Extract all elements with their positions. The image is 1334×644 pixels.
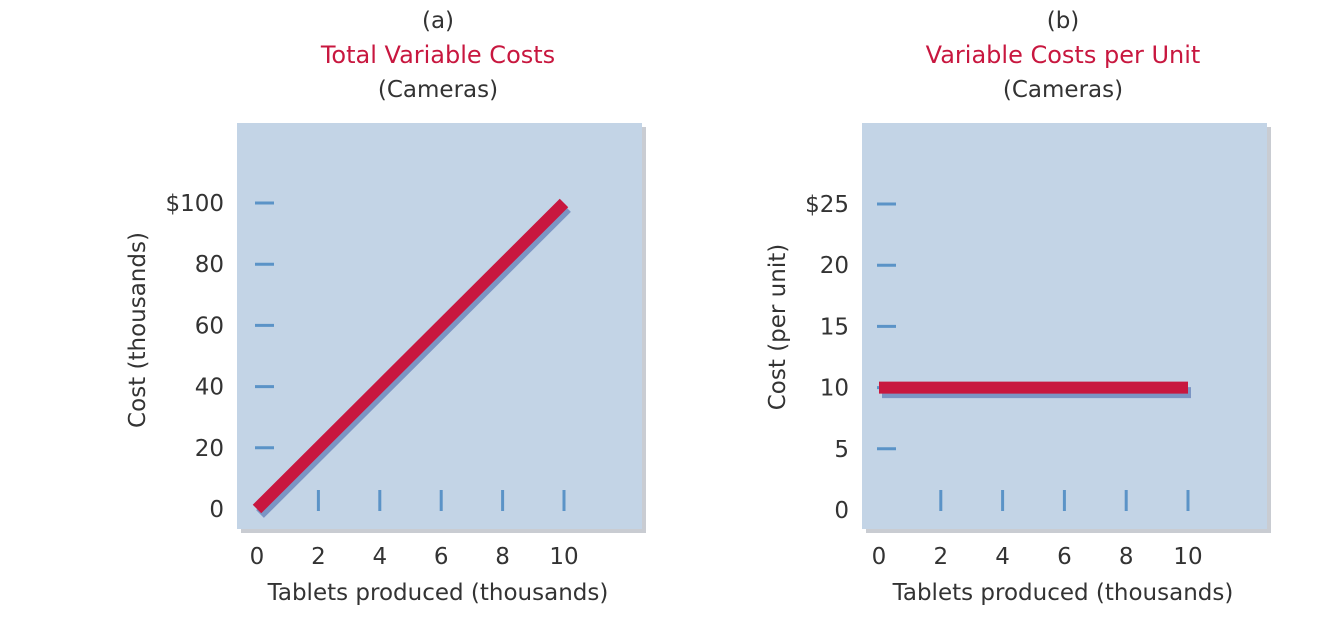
series-line bbox=[252, 198, 569, 514]
x-tick-label: 2 bbox=[933, 544, 948, 570]
y-tick-label: 60 bbox=[195, 313, 224, 339]
x-tick-label: 8 bbox=[495, 544, 510, 570]
x-tick-label: 10 bbox=[549, 544, 578, 570]
x-axis-label: Tablets produced (thousands) bbox=[892, 580, 1234, 606]
x-tick-label: 0 bbox=[872, 544, 887, 570]
y-axis-label: Cost (per unit) bbox=[765, 244, 791, 410]
x-tick-label: 6 bbox=[1057, 544, 1072, 570]
y-axis-label: Cost (thousands) bbox=[125, 232, 151, 428]
chart-panel-2: (b) Variable Costs per Unit (Cameras) 0 5 10 1… bbox=[765, 8, 1271, 606]
y-tick-label: 10 bbox=[820, 376, 849, 402]
y-tick-label: 5 bbox=[834, 437, 849, 463]
plot-area bbox=[862, 123, 1267, 529]
x-tick-label: 4 bbox=[995, 544, 1010, 570]
y-tick-label: $100 bbox=[165, 191, 224, 217]
x-tick-label: 4 bbox=[372, 544, 387, 570]
chart-title: Total Variable Costs bbox=[320, 41, 555, 69]
x-tick-label: 10 bbox=[1173, 544, 1202, 570]
chart-title: Variable Costs per Unit bbox=[926, 41, 1201, 69]
x-axis-label: Tablets produced (thousands) bbox=[267, 580, 609, 606]
y-tick-label: 15 bbox=[820, 314, 849, 340]
chart-panel-1: (a)Total Variable Costs(Cameras)02040608… bbox=[125, 8, 646, 606]
y-tick-label: 40 bbox=[195, 375, 224, 401]
chart-subtitle: (Cameras) bbox=[1003, 77, 1123, 103]
y-tick-label: $25 bbox=[805, 192, 849, 218]
x-tick-label: 0 bbox=[250, 544, 265, 570]
y-tick-label: 80 bbox=[195, 252, 224, 278]
x-tick-label: 6 bbox=[434, 544, 449, 570]
y-tick-label: 20 bbox=[820, 253, 849, 279]
y-tick-label: 0 bbox=[834, 498, 849, 524]
x-tick-label: 2 bbox=[311, 544, 326, 570]
y-tick-label: 20 bbox=[195, 436, 224, 462]
chart-subtitle: (Cameras) bbox=[378, 77, 498, 103]
panel-label: (b) bbox=[1047, 8, 1080, 34]
y-tick-label: 0 bbox=[209, 497, 224, 523]
panel-label: (a) bbox=[422, 8, 454, 34]
x-tick-label: 8 bbox=[1119, 544, 1134, 570]
